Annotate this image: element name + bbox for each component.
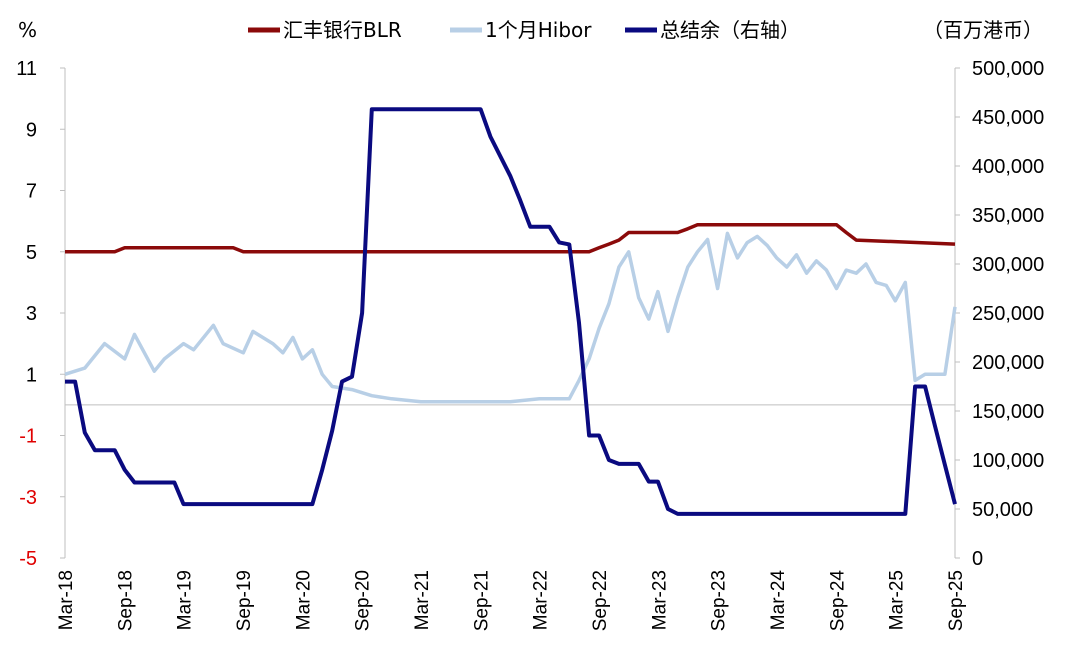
left-tick-label: -3 <box>19 487 37 509</box>
axes <box>64 68 956 558</box>
x-tick-label: Sep-25 <box>946 570 967 631</box>
legend-label-balance: 总结余（右轴） <box>660 18 800 42</box>
x-tick-label: Sep-23 <box>709 570 730 631</box>
right-tick-label: 500,000 <box>972 58 1044 80</box>
left-tick-label: -1 <box>19 426 37 448</box>
right-tick-label: 350,000 <box>972 205 1044 227</box>
series-line-2 <box>65 107 957 516</box>
x-tick-label: Mar-22 <box>531 570 552 630</box>
x-axis-ticks: Mar-18 Sep-18 Mar-19 Sep-19 Mar-20 Sep-20 Mar-… <box>56 570 967 632</box>
x-tick-label: Sep-24 <box>827 570 848 632</box>
x-tick-label: Sep-21 <box>471 570 492 631</box>
x-tick-label: Mar-20 <box>293 570 314 630</box>
left-tick-label: 9 <box>26 119 37 141</box>
x-tick-label: Sep-19 <box>234 570 255 631</box>
left-tick-label: 11 <box>16 58 37 80</box>
legend-label-hibor: 1个月Hibor <box>485 18 592 42</box>
left-tick-label: 5 <box>26 242 37 264</box>
x-tick-label: Mar-24 <box>768 570 789 631</box>
right-tick-label: 50,000 <box>972 499 1033 521</box>
right-tick-label: 100,000 <box>972 450 1044 472</box>
right-tick-label: 150,000 <box>972 401 1044 423</box>
x-tick-label: Sep-18 <box>115 570 136 631</box>
left-axis-unit: % <box>18 18 37 42</box>
right-tick-label: 450,000 <box>972 107 1044 129</box>
legend-label-blr: 汇丰银行BLR <box>283 18 402 42</box>
x-tick-label: Mar-23 <box>649 570 670 630</box>
right-tick-label: 250,000 <box>972 303 1044 325</box>
left-tick-label: -5 <box>19 548 37 570</box>
right-tick-label: 300,000 <box>972 254 1044 276</box>
x-tick-label: Mar-21 <box>412 570 433 630</box>
series-layer <box>64 107 957 516</box>
right-tick-label: 400,000 <box>972 156 1044 178</box>
left-tick-label: 3 <box>26 303 37 325</box>
right-axis-ticks: 500,000 450,000 400,000 350,000 300,000 250,0… <box>955 58 1044 570</box>
x-tick-label: Sep-22 <box>590 570 611 631</box>
x-tick-label: Mar-18 <box>56 570 77 630</box>
right-tick-label: 0 <box>972 548 983 570</box>
x-tick-label: Mar-25 <box>887 570 908 630</box>
series-line-0 <box>65 223 956 254</box>
legend: 汇丰银行BLR 1个月Hibor 总结余（右轴） <box>248 18 800 42</box>
right-tick-label: 200,000 <box>972 352 1044 374</box>
series-line-1 <box>64 231 957 404</box>
left-tick-label: 1 <box>26 364 37 386</box>
left-axis-ticks: 11 9 7 5 3 1 -1 -3 -5 <box>16 58 65 570</box>
x-tick-label: Sep-20 <box>353 570 374 631</box>
left-tick-label: 7 <box>26 181 37 203</box>
right-axis-unit: （百万港币） <box>923 18 1043 42</box>
x-tick-label: Mar-19 <box>175 570 196 630</box>
